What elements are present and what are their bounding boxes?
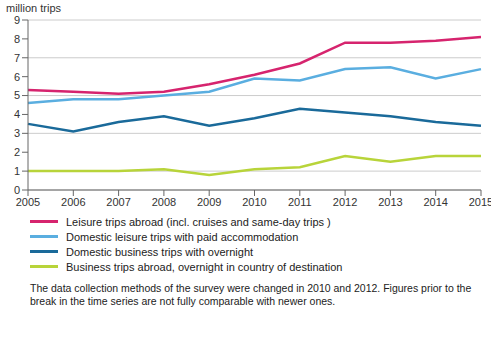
svg-text:9: 9 [14,14,20,26]
svg-text:4: 4 [14,108,20,120]
svg-text:6: 6 [14,71,20,83]
html-text:Domestic leisure trips with pa: Domestic leisure trips with paid accommo… [66,230,299,243]
svg-text:2007: 2007 [106,196,130,208]
svg-text:7: 7 [14,52,20,64]
html-text:The data collection methods of: The data collection methods of the surve… [30,282,472,307]
svg-text:1: 1 [14,165,20,177]
svg-text:2012: 2012 [333,196,357,208]
svg-text:2005: 2005 [16,196,40,208]
svg-text:2014: 2014 [423,196,447,208]
svg-text:5: 5 [14,89,20,101]
svg-text:2008: 2008 [152,196,176,208]
html-text:Business trips abroad, overnig: Business trips abroad, overnight in coun… [66,260,343,273]
svg-text:8: 8 [14,33,20,45]
svg-text:3: 3 [14,127,20,139]
svg-text:2015: 2015 [469,196,491,208]
html-text:Leisure trips abroad (incl. cr: Leisure trips abroad (incl. cruises and … [66,215,331,228]
svg-text:2013: 2013 [378,196,402,208]
svg-text:2: 2 [14,146,20,158]
svg-text:2011: 2011 [288,196,312,208]
html-text:Domestic business trips with o: Domestic business trips with overnight [66,245,254,258]
html-text:million trips: million trips [6,2,61,14]
svg-text:2009: 2009 [197,196,221,208]
svg-text:0: 0 [14,184,20,196]
svg-text:2010: 2010 [242,196,266,208]
svg-text:2006: 2006 [61,196,85,208]
